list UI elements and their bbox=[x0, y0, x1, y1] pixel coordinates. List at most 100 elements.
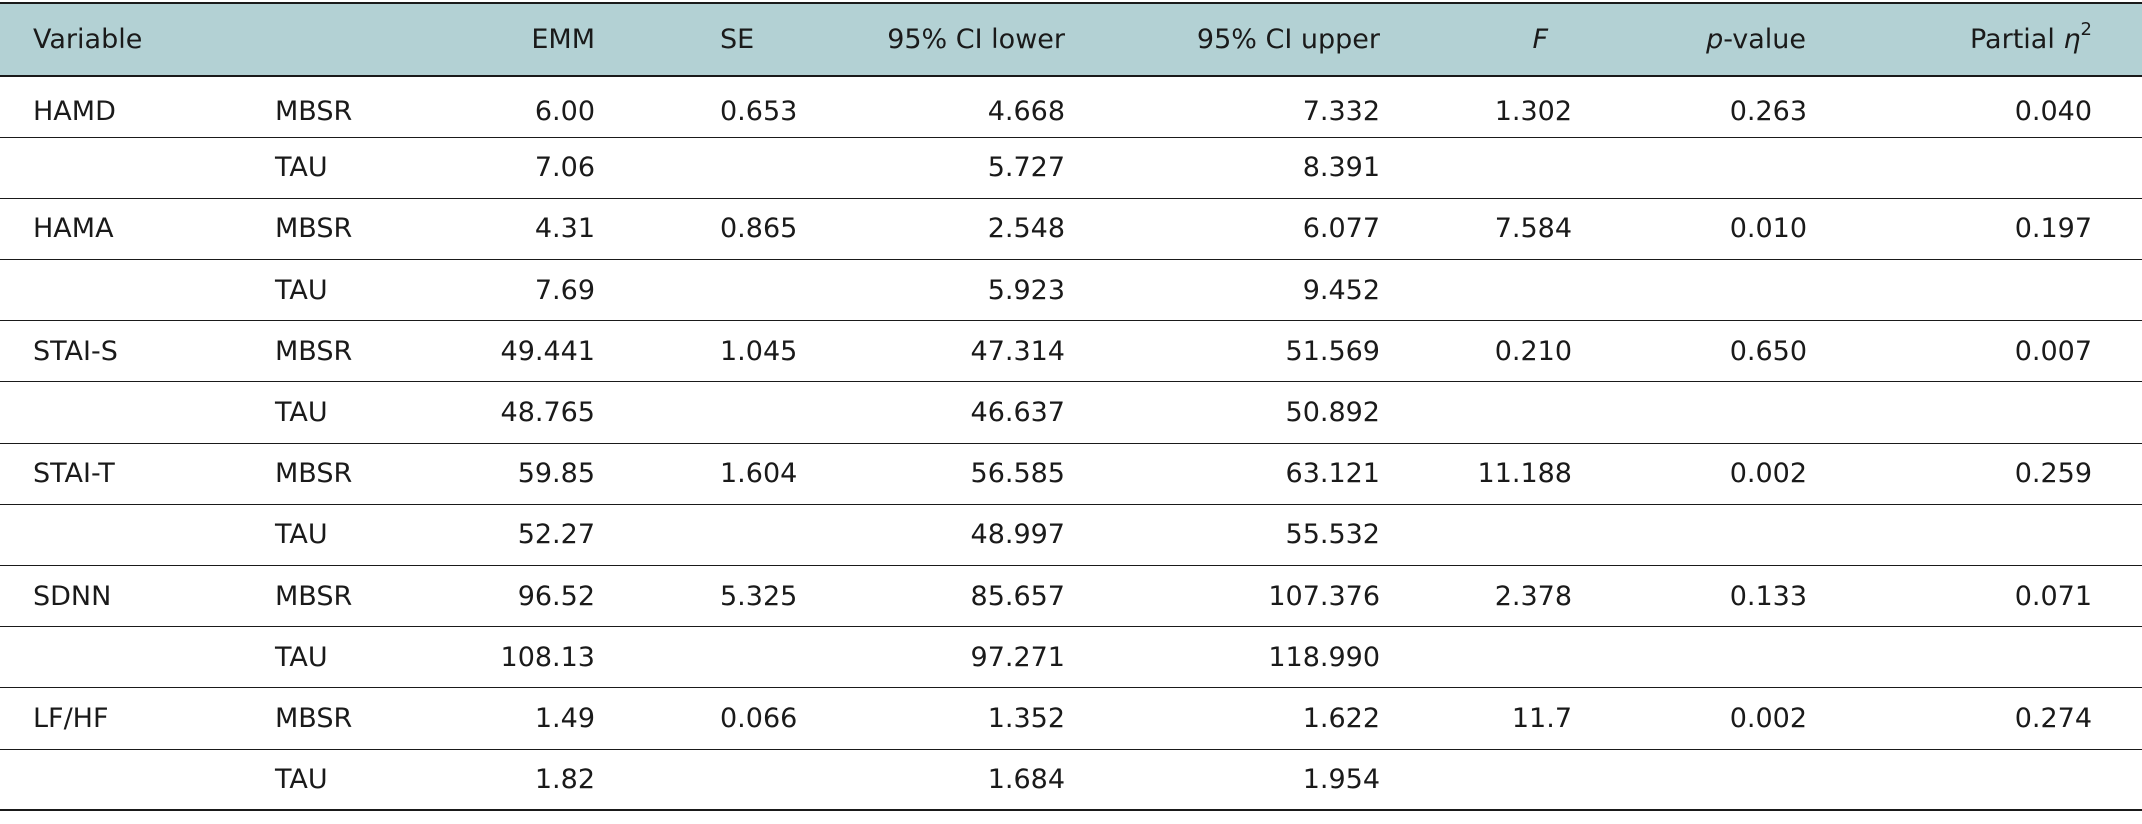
cell-variable: STAI-T bbox=[0, 443, 275, 505]
table-row: TAU 108.13 97.271 118.990 bbox=[0, 626, 2142, 689]
cell-eta bbox=[1874, 504, 2142, 567]
cell-p bbox=[1632, 259, 1874, 322]
cell-variable: HAMA bbox=[0, 198, 275, 261]
cell-emm: 4.31 bbox=[475, 198, 595, 261]
cell-f bbox=[1380, 749, 1632, 812]
cell-ci-lower: 2.548 bbox=[795, 198, 1065, 261]
cell-variable bbox=[0, 137, 275, 199]
cell-p bbox=[1632, 381, 1874, 444]
cell-ci-upper: 1.954 bbox=[1065, 749, 1380, 812]
cell-group: TAU bbox=[275, 504, 475, 567]
table-row: TAU 1.82 1.684 1.954 bbox=[0, 749, 2142, 812]
cell-emm: 48.765 bbox=[475, 381, 595, 444]
header-ci-upper-label: 95% CI upper bbox=[1196, 24, 1380, 55]
cell-group: MBSR bbox=[275, 687, 475, 750]
cell-eta bbox=[1874, 137, 2142, 199]
cell-ci-lower: 48.997 bbox=[795, 504, 1065, 567]
cell-ci-upper: 50.892 bbox=[1065, 381, 1380, 444]
cell-ci-lower: 47.314 bbox=[795, 320, 1065, 383]
cell-eta: 0.007 bbox=[1874, 320, 2142, 383]
cell-se: 0.865 bbox=[595, 198, 797, 261]
cell-p bbox=[1632, 137, 1874, 199]
cell-se: 1.604 bbox=[595, 443, 797, 505]
cell-group: MBSR bbox=[275, 76, 475, 138]
header-eta-prefix: Partial bbox=[1969, 24, 2064, 55]
cell-se bbox=[595, 381, 795, 444]
cell-se bbox=[595, 749, 795, 812]
cell-p: 0.263 bbox=[1632, 76, 1874, 138]
cell-variable bbox=[0, 504, 275, 567]
cell-ci-lower: 56.585 bbox=[795, 443, 1065, 505]
cell-eta bbox=[1874, 626, 2142, 689]
cell-group: TAU bbox=[275, 626, 475, 689]
table-row: SDNN MBSR 96.52 5.325 85.657 107.376 2.378 0.13… bbox=[0, 565, 2142, 628]
cell-group: MBSR bbox=[275, 565, 475, 628]
cell-ci-lower: 97.271 bbox=[795, 626, 1065, 689]
cell-se bbox=[595, 504, 795, 567]
cell-emm: 59.85 bbox=[475, 443, 595, 505]
cell-eta: 0.071 bbox=[1874, 565, 2142, 628]
cell-eta: 0.259 bbox=[1874, 443, 2142, 505]
cell-emm: 52.27 bbox=[475, 504, 595, 567]
table-header: Variable EMM SE 95% CI lower 95% CI uppe… bbox=[0, 2, 2142, 77]
cell-group: MBSR bbox=[275, 320, 475, 383]
cell-eta: 0.197 bbox=[1874, 198, 2142, 261]
table-row: STAI-T MBSR 59.85 1.604 56.585 63.121 11.188 0.… bbox=[0, 443, 2142, 505]
cell-p: 0.650 bbox=[1632, 320, 1874, 383]
table-body: HAMD MBSR 6.00 0.653 4.668 7.332 1.302 0.263 0.0… bbox=[0, 76, 2142, 812]
cell-f bbox=[1380, 259, 1632, 322]
cell-variable: HAMD bbox=[0, 76, 275, 138]
cell-ci-upper: 118.990 bbox=[1065, 626, 1380, 689]
table-row: TAU 48.765 46.637 50.892 bbox=[0, 381, 2142, 444]
cell-eta bbox=[1874, 259, 2142, 322]
cell-f: 2.378 bbox=[1380, 565, 1632, 628]
cell-group: MBSR bbox=[275, 198, 475, 261]
table-row: TAU 52.27 48.997 55.532 bbox=[0, 504, 2142, 567]
cell-eta: 0.040 bbox=[1874, 76, 2142, 138]
header-emm: EMM bbox=[475, 2, 595, 77]
cell-eta: 0.274 bbox=[1874, 687, 2142, 750]
header-emm-label: EMM bbox=[531, 24, 595, 55]
cell-emm: 7.06 bbox=[475, 137, 595, 199]
cell-eta bbox=[1874, 749, 2142, 812]
cell-se: 5.325 bbox=[595, 565, 797, 628]
header-f-label: F bbox=[1532, 24, 1548, 55]
cell-se bbox=[595, 626, 795, 689]
header-partial-eta: Partial η2 bbox=[1874, 2, 2142, 77]
cell-p bbox=[1632, 749, 1874, 812]
cell-p: 0.002 bbox=[1632, 443, 1874, 505]
cell-ci-upper: 6.077 bbox=[1065, 198, 1380, 261]
header-group bbox=[275, 2, 475, 77]
header-p-value: p-value bbox=[1632, 2, 1874, 77]
cell-p bbox=[1632, 626, 1874, 689]
cell-emm: 108.13 bbox=[475, 626, 595, 689]
cell-ci-upper: 51.569 bbox=[1065, 320, 1380, 383]
cell-variable bbox=[0, 749, 275, 812]
cell-emm: 96.52 bbox=[475, 565, 595, 628]
table-row: STAI-S MBSR 49.441 1.045 47.314 51.569 0.210 0.… bbox=[0, 320, 2142, 383]
table-row: LF/HF MBSR 1.49 0.066 1.352 1.622 11.7 0.002 0.2… bbox=[0, 687, 2142, 750]
cell-ci-lower: 1.352 bbox=[795, 687, 1065, 750]
cell-ci-upper: 63.121 bbox=[1065, 443, 1380, 505]
cell-p: 0.133 bbox=[1632, 565, 1874, 628]
header-se-label: SE bbox=[720, 24, 755, 55]
cell-se: 0.653 bbox=[595, 76, 797, 138]
cell-variable: SDNN bbox=[0, 565, 275, 628]
header-p-rest: -value bbox=[1723, 24, 1806, 55]
cell-f bbox=[1380, 626, 1632, 689]
cell-ci-lower: 85.657 bbox=[795, 565, 1065, 628]
cell-f bbox=[1380, 381, 1632, 444]
cell-se bbox=[595, 137, 795, 199]
cell-ci-lower: 5.727 bbox=[795, 137, 1065, 199]
header-se: SE bbox=[595, 2, 795, 77]
cell-ci-lower: 46.637 bbox=[795, 381, 1065, 444]
cell-ci-lower: 5.923 bbox=[795, 259, 1065, 322]
header-eta-symbol: η bbox=[2063, 24, 2081, 55]
cell-f: 1.302 bbox=[1380, 76, 1632, 138]
cell-p: 0.002 bbox=[1632, 687, 1874, 750]
cell-f: 0.210 bbox=[1380, 320, 1632, 383]
cell-variable bbox=[0, 259, 275, 322]
cell-emm: 6.00 bbox=[475, 76, 595, 138]
